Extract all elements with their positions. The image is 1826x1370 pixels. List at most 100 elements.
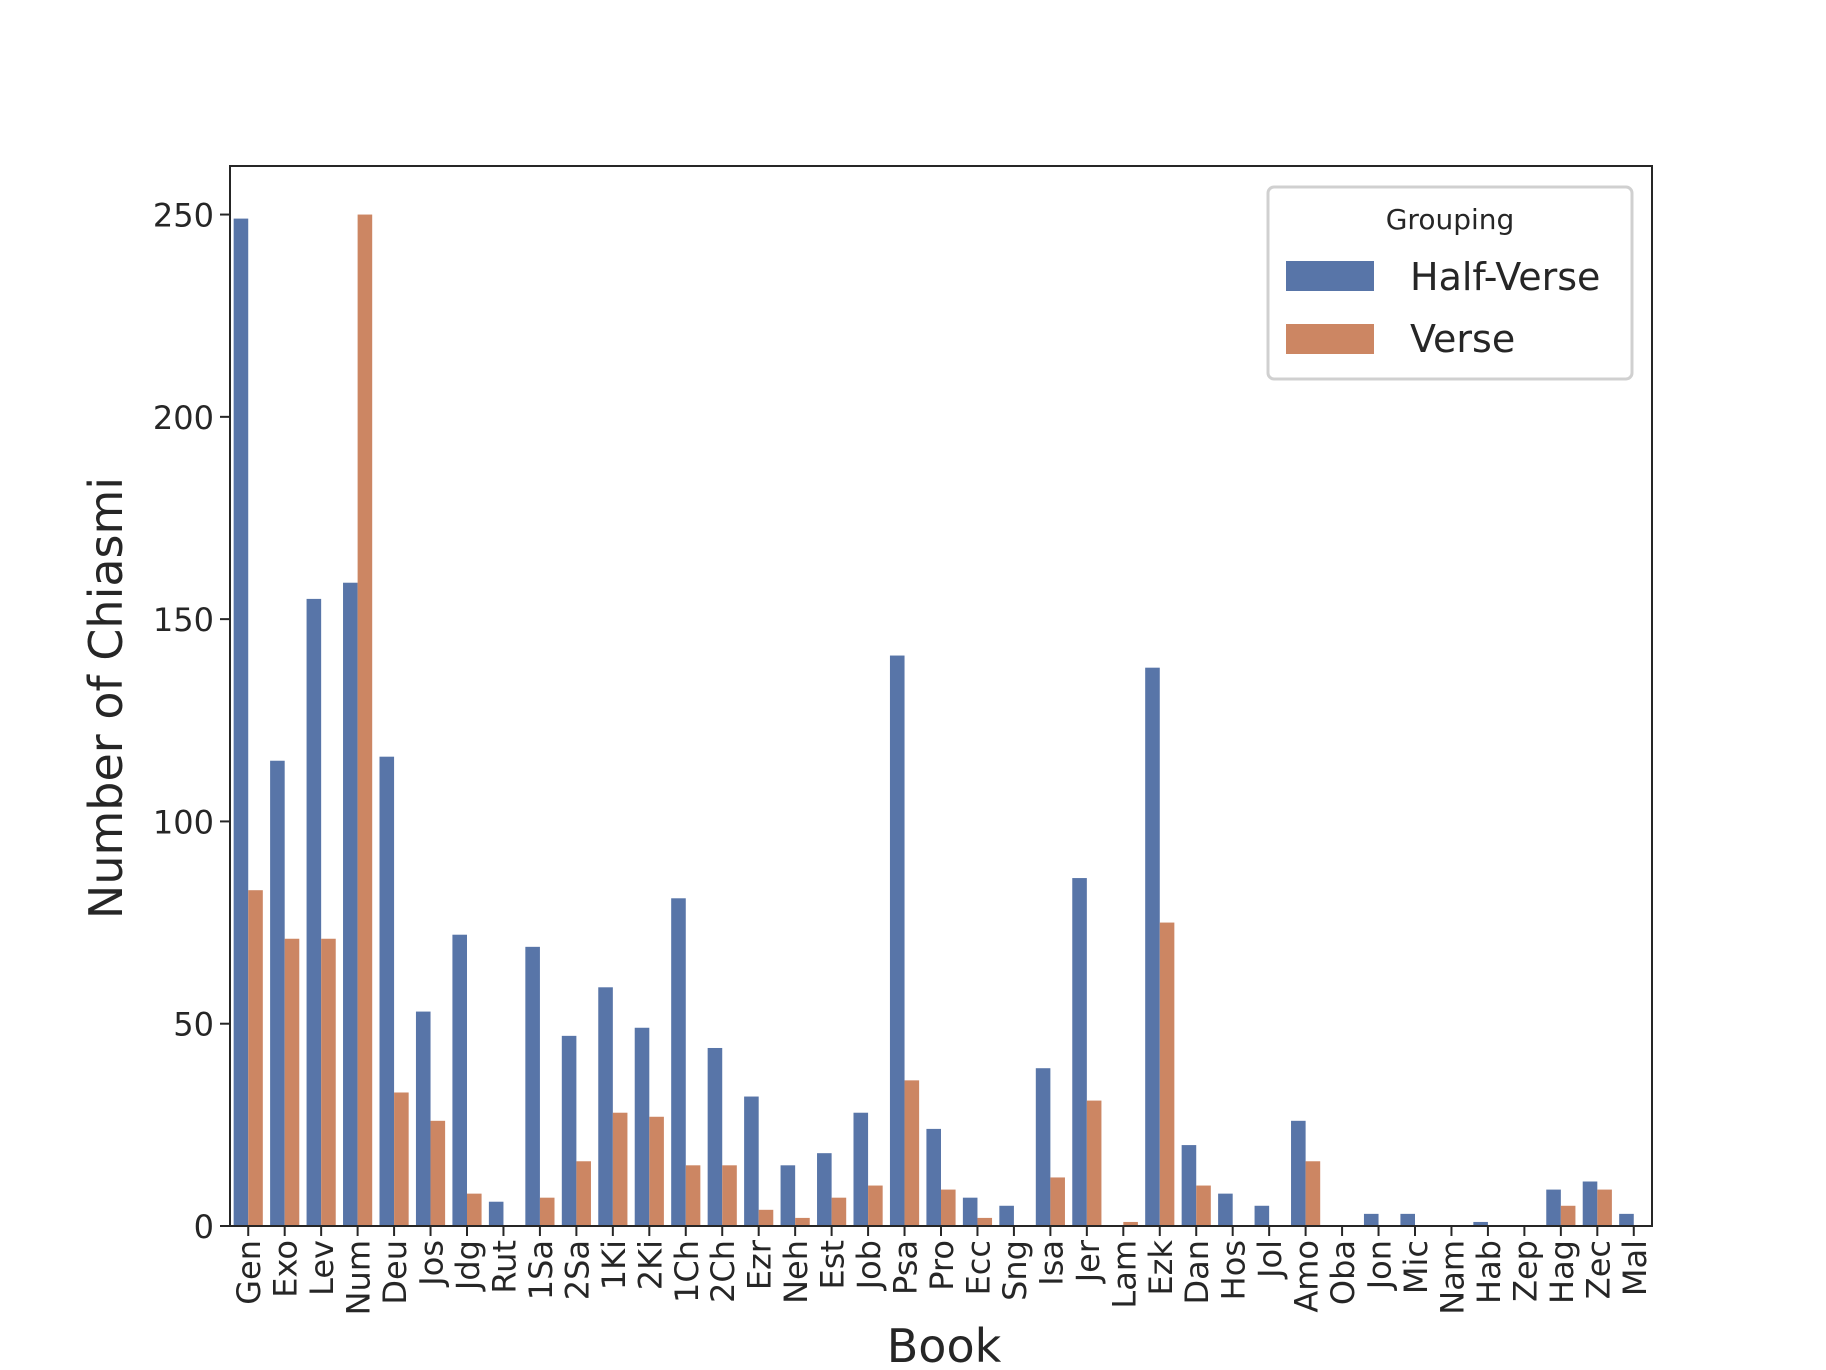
- bar-verse-isa: [1050, 1177, 1065, 1226]
- x-tick-label-lam: Lam: [1105, 1240, 1143, 1309]
- x-tick-label-zec: Zec: [1579, 1240, 1617, 1299]
- bar-verse-jos: [430, 1120, 446, 1226]
- bar-half-verse-jdg: [452, 934, 467, 1226]
- x-tick-label-exo: Exo: [267, 1240, 305, 1298]
- bar-half-verse-1ch: [671, 898, 686, 1226]
- x-tick-label-isa: Isa: [1032, 1240, 1070, 1286]
- bar-half-verse-pro: [926, 1128, 941, 1226]
- bar-half-verse-isa: [1035, 1068, 1051, 1226]
- x-tick-label-job: Job: [850, 1240, 888, 1291]
- x-tick-label-deu: Deu: [376, 1240, 414, 1305]
- bar-half-verse-exo: [270, 760, 285, 1226]
- bar-verse-deu: [394, 1092, 409, 1226]
- bar-half-verse-jos: [415, 1011, 431, 1226]
- y-tick-label-150: 150: [153, 601, 214, 639]
- x-tick-label-hab: Hab: [1470, 1240, 1508, 1304]
- x-tick-label-2ki: 2Ki: [631, 1240, 669, 1290]
- legend: Grouping Half-Verse Verse: [1266, 185, 1634, 381]
- bar-half-verse-ezr: [744, 1096, 759, 1226]
- bar-verse-dan: [1196, 1185, 1211, 1226]
- x-tick-label-ecc: Ecc: [959, 1240, 997, 1295]
- bar-half-verse-rut: [488, 1201, 504, 1226]
- x-tick-label-ezr: Ezr: [741, 1239, 779, 1290]
- bar-verse-jdg: [467, 1193, 482, 1226]
- bar-verse-1sa: [539, 1197, 555, 1226]
- bar-half-verse-jer: [1072, 878, 1087, 1226]
- y-tick-label-200: 200: [153, 399, 214, 437]
- x-tick-label-dan: Dan: [1178, 1240, 1216, 1305]
- bar-half-verse-num: [343, 582, 358, 1226]
- bar-verse-jer: [1086, 1100, 1102, 1226]
- legend-swatch-half-verse: [1286, 261, 1374, 291]
- x-tick-label-jol: Jol: [1251, 1240, 1289, 1280]
- x-tick-label-jdg: Jdg: [449, 1240, 487, 1292]
- x-tick-label-psa: Psa: [887, 1240, 925, 1295]
- x-tick-label-jos: Jos: [413, 1240, 451, 1288]
- bar-verse-1ch: [685, 1165, 701, 1226]
- bar-verse-exo: [284, 938, 300, 1226]
- bar-verse-ecc: [977, 1217, 993, 1226]
- x-tick-label-mal: Mal: [1616, 1240, 1654, 1296]
- bar-half-verse-amo: [1291, 1120, 1306, 1226]
- x-tick-label-ezk: Ezk: [1142, 1240, 1180, 1296]
- x-tick-label-amo: Amo: [1288, 1240, 1326, 1313]
- bar-verse-est: [831, 1197, 847, 1226]
- bar-half-verse-jol: [1254, 1205, 1270, 1226]
- bar-verse-2sa: [576, 1161, 591, 1226]
- x-tick-label-sng: Sng: [996, 1240, 1034, 1301]
- legend-swatch-verse: [1286, 324, 1374, 354]
- x-axis: GenExoLevNumDeuJosJdgRut1Sa2Sa1Ki2Ki1Ch2…: [230, 1226, 1654, 1315]
- bar-verse-2ch: [722, 1165, 737, 1226]
- x-tick-label-1ki: 1Ki: [595, 1240, 633, 1290]
- bar-verse-psa: [904, 1080, 920, 1226]
- bar-verse-job: [868, 1185, 883, 1226]
- bar-half-verse-mic: [1400, 1213, 1415, 1226]
- bar-verse-neh: [795, 1217, 810, 1226]
- bar-verse-ezr: [758, 1209, 774, 1226]
- bar-half-verse-gen: [233, 218, 249, 1227]
- bar-verse-zec: [1597, 1189, 1612, 1226]
- x-tick-label-gen: Gen: [230, 1240, 268, 1305]
- bar-verse-2ki: [649, 1116, 664, 1226]
- bar-half-verse-mal: [1619, 1213, 1634, 1226]
- x-tick-label-2ch: 2Ch: [704, 1240, 742, 1303]
- bar-verse-amo: [1305, 1161, 1321, 1226]
- bar-verse-hag: [1560, 1205, 1576, 1226]
- x-tick-label-1sa: 1Sa: [522, 1240, 560, 1300]
- legend-title: Grouping: [1386, 203, 1515, 236]
- bar-half-verse-dan: [1181, 1145, 1197, 1226]
- bar-half-verse-ecc: [962, 1197, 978, 1226]
- x-axis-label: Book: [887, 1319, 1002, 1370]
- x-tick-label-nam: Nam: [1433, 1240, 1471, 1315]
- y-tick-label-0: 0: [194, 1208, 214, 1246]
- bar-half-verse-2sa: [561, 1035, 577, 1226]
- bar-verse-1ki: [612, 1112, 628, 1226]
- x-tick-label-est: Est: [814, 1240, 852, 1289]
- bar-verse-gen: [248, 890, 263, 1226]
- x-tick-label-1ch: 1Ch: [668, 1240, 706, 1303]
- legend-label-half-verse: Half-Verse: [1410, 255, 1600, 299]
- legend-label-verse: Verse: [1410, 317, 1515, 361]
- x-tick-label-pro: Pro: [923, 1240, 961, 1291]
- bar-half-verse-hag: [1546, 1189, 1561, 1226]
- x-tick-label-oba: Oba: [1324, 1240, 1362, 1305]
- x-tick-label-jer: Jer: [1069, 1239, 1107, 1284]
- x-tick-label-hos: Hos: [1215, 1240, 1253, 1300]
- bar-half-verse-hab: [1473, 1221, 1488, 1226]
- x-tick-label-rut: Rut: [485, 1240, 523, 1294]
- x-tick-label-num: Num: [340, 1240, 378, 1315]
- bar-half-verse-hos: [1218, 1193, 1233, 1226]
- bar-half-verse-deu: [379, 756, 395, 1226]
- bar-half-verse-job: [853, 1112, 869, 1226]
- bar-verse-lam: [1123, 1221, 1138, 1226]
- y-tick-label-100: 100: [153, 803, 214, 841]
- bar-half-verse-zec: [1582, 1181, 1598, 1226]
- y-tick-label-50: 50: [173, 1006, 214, 1044]
- bar-verse-lev: [321, 938, 336, 1226]
- bar-half-verse-2ki: [634, 1027, 650, 1226]
- bar-half-verse-neh: [780, 1165, 796, 1226]
- x-tick-label-2sa: 2Sa: [558, 1240, 596, 1300]
- bar-group: [233, 214, 1634, 1227]
- bar-half-verse-jon: [1363, 1213, 1379, 1226]
